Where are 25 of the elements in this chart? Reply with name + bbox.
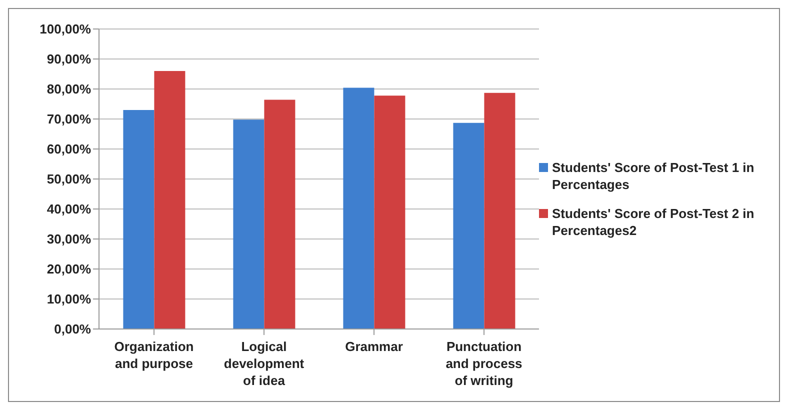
- bar: [264, 100, 296, 329]
- y-tick-label: 80,00%: [46, 82, 92, 97]
- bar: [154, 71, 186, 329]
- x-tick-label: Organization and purpose: [114, 339, 194, 371]
- y-tick-label: 100,00%: [40, 22, 92, 37]
- bar: [374, 96, 406, 329]
- y-tick-label: 40,00%: [46, 202, 92, 217]
- y-tick-label: 30,00%: [46, 232, 92, 247]
- bar: [123, 110, 154, 329]
- y-tick-label: 20,00%: [46, 262, 92, 277]
- bar: [343, 88, 374, 329]
- y-tick-label: 60,00%: [46, 142, 92, 157]
- legend-label: Students' Score of Post-Test 1 in Percentages: [552, 159, 756, 193]
- bar: [453, 122, 484, 329]
- y-tick-label: 90,00%: [46, 52, 92, 67]
- x-tick-label: Grammar: [345, 339, 403, 354]
- y-tick-label: 50,00%: [46, 172, 92, 187]
- bar: [484, 92, 516, 329]
- x-tick-label: Punctuation and process of writing: [446, 339, 522, 388]
- y-tick-label: 10,00%: [46, 292, 92, 307]
- x-tick-label: Logical development of idea: [224, 339, 305, 388]
- bar: [233, 120, 264, 329]
- legend-label: Students' Score of Post-Test 2 in Percentages2: [552, 205, 756, 239]
- y-tick-label: 0,00%: [54, 322, 92, 337]
- y-tick-label: 70,00%: [46, 112, 92, 127]
